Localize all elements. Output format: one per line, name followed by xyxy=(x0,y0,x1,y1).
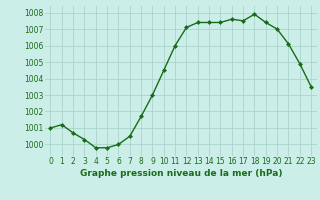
X-axis label: Graphe pression niveau de la mer (hPa): Graphe pression niveau de la mer (hPa) xyxy=(80,169,282,178)
